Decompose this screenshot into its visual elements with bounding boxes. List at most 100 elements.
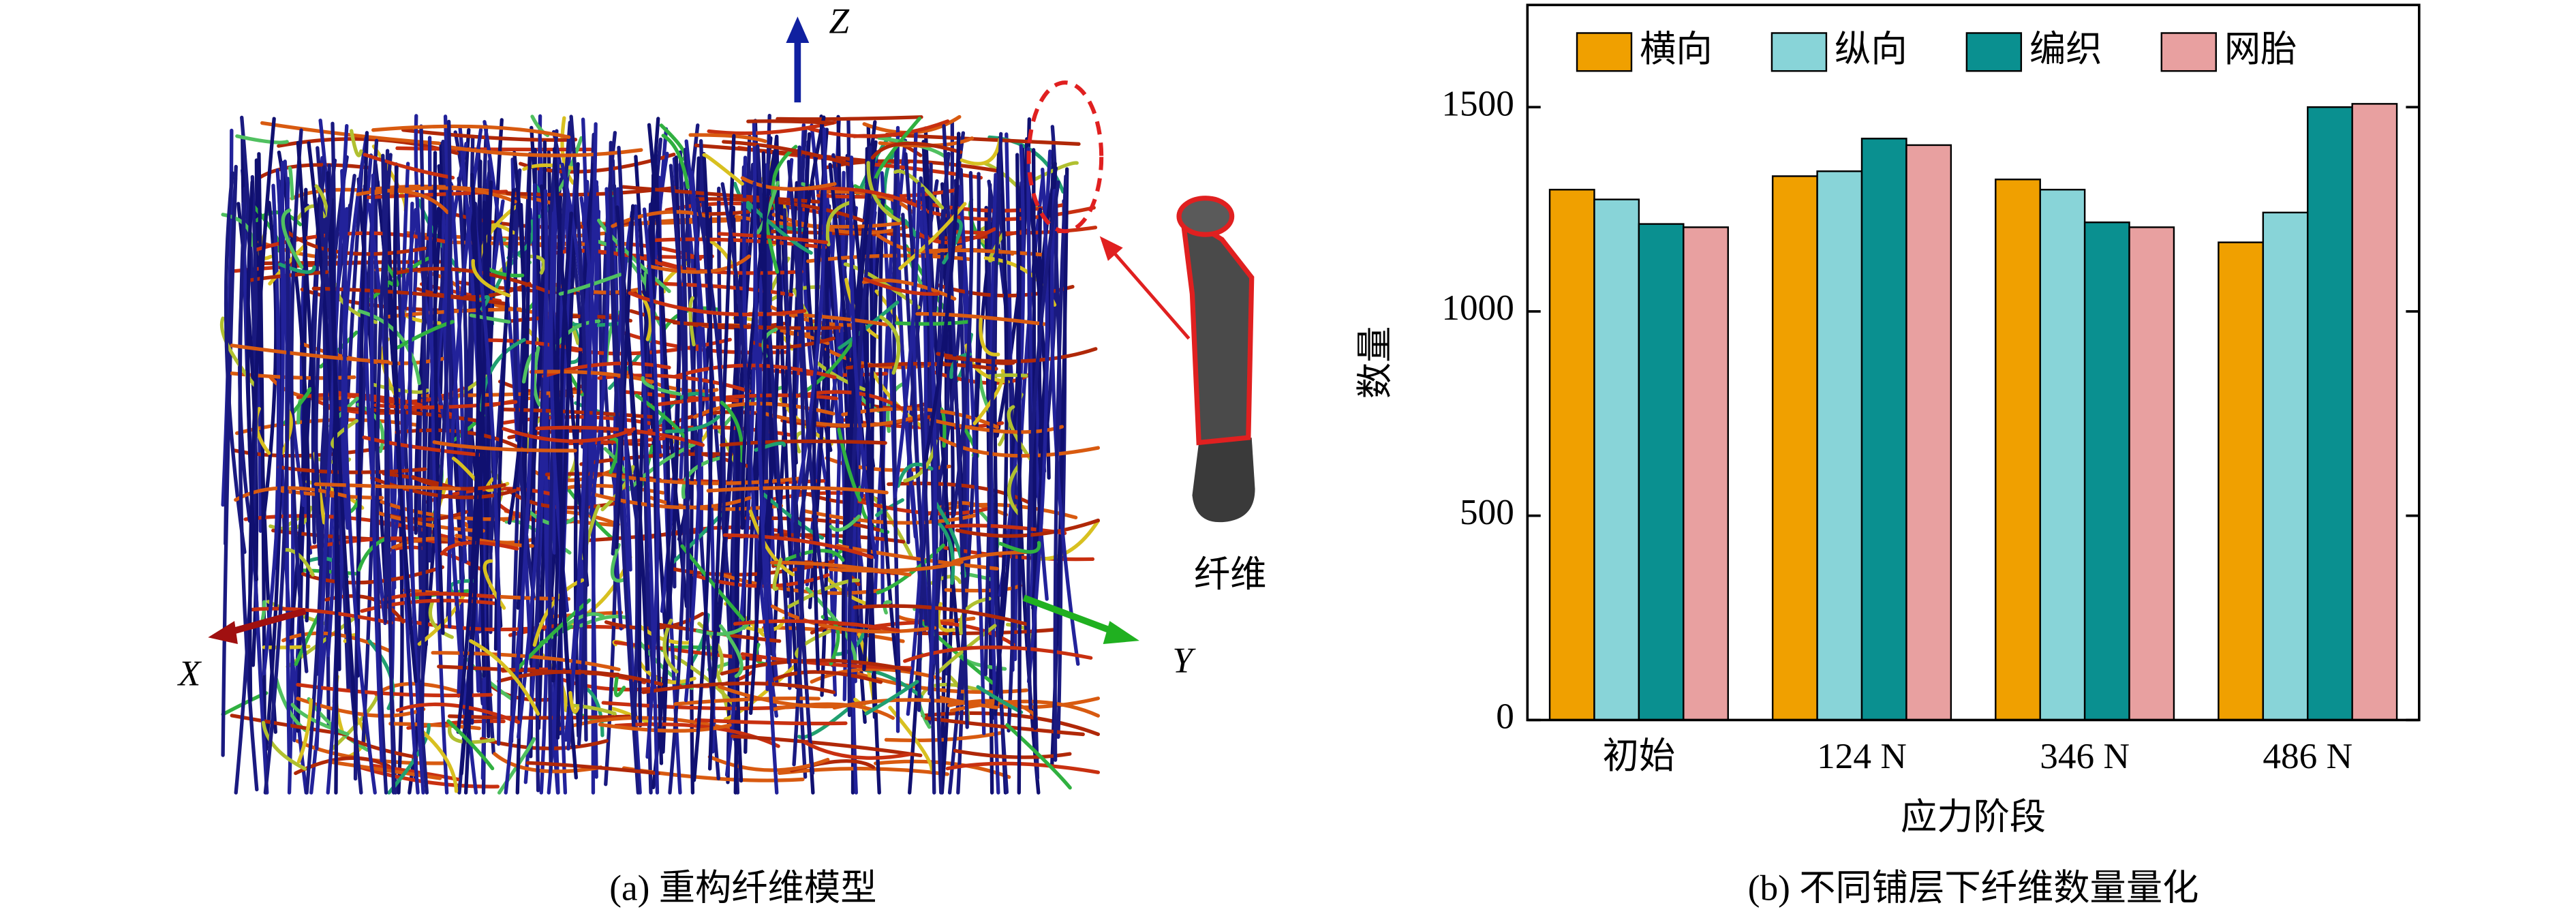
legend-swatch [2160, 32, 2217, 72]
legend-label: 网胎 [2224, 29, 2297, 70]
fiber [315, 123, 349, 751]
fiber [702, 153, 744, 186]
fiber [694, 718, 848, 726]
fiber [559, 211, 575, 749]
fiber [641, 376, 681, 396]
bar [1638, 223, 1685, 721]
fiber [664, 414, 720, 433]
fiber [752, 181, 779, 795]
fiber [440, 540, 519, 556]
bar [1905, 144, 1952, 721]
fiber [388, 722, 481, 731]
fiber [733, 619, 900, 632]
fiber-cylinder-tail [1192, 438, 1255, 523]
fiber [949, 699, 1101, 718]
fiber [1037, 166, 1058, 474]
fiber [870, 141, 963, 160]
fiber [471, 258, 511, 298]
fiber [1049, 189, 1080, 666]
fiber [261, 720, 307, 771]
fiber [659, 123, 687, 162]
fiber [248, 117, 276, 702]
fiber [420, 282, 502, 303]
fiber [661, 134, 690, 189]
fiber [613, 675, 626, 697]
fiber [951, 550, 1030, 564]
fiber [375, 510, 485, 533]
fiber [903, 645, 1093, 663]
fiber [776, 115, 923, 121]
fiber [362, 436, 484, 457]
fiber [748, 151, 767, 715]
fiber [448, 726, 495, 744]
fiber [751, 336, 835, 350]
bar [1860, 138, 1907, 721]
fiber [234, 486, 352, 502]
fiber [718, 624, 743, 678]
fiber [664, 559, 836, 577]
fiber [765, 670, 883, 685]
legend-swatch [1965, 32, 2023, 72]
fiber [945, 523, 1067, 535]
fiber [651, 173, 664, 765]
fiber [417, 727, 459, 793]
x-axis-label: X [177, 654, 202, 694]
fiber [1031, 148, 1037, 731]
fiber [278, 262, 316, 274]
fiber [915, 311, 1047, 326]
fiber [923, 132, 961, 461]
fiber-end [1176, 196, 1235, 237]
fiber [960, 137, 1002, 166]
fiber [446, 719, 495, 771]
y-axis-label: 数量 [1355, 326, 1396, 399]
y-tick-label: 1500 [1441, 83, 1514, 123]
fiber [1005, 722, 1072, 790]
fiber [1037, 519, 1101, 561]
fiber [609, 140, 639, 520]
fiber [246, 270, 329, 283]
fiber [282, 548, 315, 577]
fiber [893, 169, 945, 210]
fiber [394, 266, 551, 294]
fiber [976, 685, 1024, 714]
bar [2083, 222, 2130, 721]
fiber [504, 183, 537, 795]
fiber [921, 186, 937, 696]
fiber [731, 734, 923, 758]
fiber [579, 196, 597, 506]
highlight-ellipse [1026, 80, 1104, 234]
fiber [432, 440, 577, 453]
fiber [688, 296, 696, 347]
fiber [235, 134, 289, 144]
fiber [610, 543, 626, 583]
fiber [343, 207, 377, 795]
fiber [878, 193, 900, 680]
fiber [328, 760, 442, 780]
bar [1816, 170, 1863, 721]
x-axis-arrow [227, 607, 307, 636]
fiber [234, 174, 258, 795]
fiber [706, 485, 889, 495]
fiber [447, 127, 483, 628]
fiber [955, 518, 1101, 538]
bar [1995, 179, 2041, 721]
bar [2128, 226, 2175, 721]
fiber [447, 714, 631, 720]
fiber [740, 176, 837, 191]
fiber [314, 158, 337, 563]
fiber [371, 124, 571, 139]
fiber [367, 202, 395, 711]
fiber [318, 203, 352, 566]
fiber [515, 152, 532, 795]
fiber [893, 181, 921, 499]
fiber [622, 185, 821, 204]
fiber [521, 352, 539, 384]
bar [2039, 189, 2086, 721]
fiber [263, 208, 290, 795]
z-arrowhead [786, 16, 810, 43]
fiber [829, 560, 964, 573]
y-arrowhead [1103, 621, 1139, 644]
fiber [525, 761, 660, 776]
bar [2218, 241, 2265, 721]
